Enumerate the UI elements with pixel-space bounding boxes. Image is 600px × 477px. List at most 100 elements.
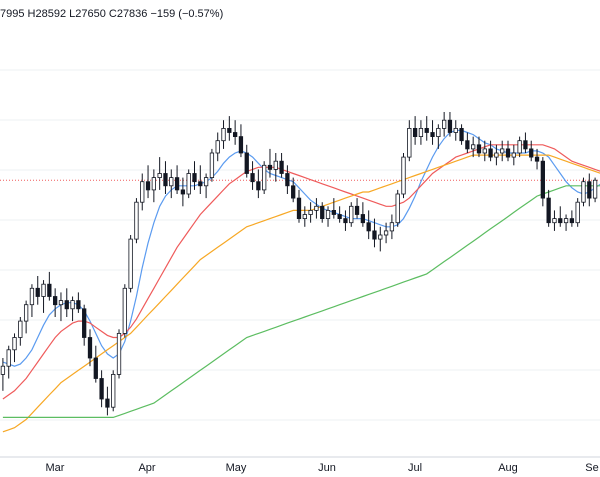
candle[interactable] [134,198,139,244]
candle[interactable] [122,284,127,338]
candle[interactable] [529,140,534,162]
candle[interactable] [343,210,348,231]
candle[interactable] [174,165,180,194]
candle[interactable] [203,173,209,199]
candle[interactable] [128,235,133,293]
candle[interactable] [87,329,93,367]
candle[interactable] [47,271,52,301]
candle[interactable] [314,198,319,219]
candle[interactable] [563,214,569,231]
candle[interactable] [459,124,464,145]
candle[interactable] [296,189,302,223]
candles[interactable] [0,112,598,416]
candle[interactable] [354,198,360,219]
candle[interactable] [6,345,11,379]
candle[interactable] [64,288,69,317]
candle[interactable] [262,161,267,194]
candle[interactable] [41,280,46,313]
candle[interactable] [372,218,377,248]
candle[interactable] [308,202,313,223]
candle[interactable] [401,153,406,199]
candle[interactable] [412,116,418,145]
candle[interactable] [35,276,40,305]
candle[interactable] [337,206,342,223]
candle[interactable] [250,161,255,190]
candle[interactable] [511,144,516,166]
candle[interactable] [99,370,104,408]
candle[interactable] [383,222,389,244]
candle[interactable] [349,202,354,227]
candle[interactable] [494,144,499,166]
candle[interactable] [436,124,441,149]
candle[interactable] [302,206,307,227]
candle[interactable] [209,148,215,182]
candle[interactable] [215,132,220,162]
candle[interactable] [140,173,145,211]
candle[interactable] [145,165,151,199]
candle[interactable] [482,140,487,162]
candle[interactable] [279,153,284,178]
candle[interactable] [58,292,64,322]
candle[interactable] [395,189,400,227]
candle[interactable] [82,304,87,346]
candle[interactable] [465,132,470,154]
candle[interactable] [180,177,186,207]
candle[interactable] [534,148,540,170]
candle[interactable] [29,284,35,317]
candle[interactable] [267,148,273,178]
candle[interactable] [378,226,383,252]
candle[interactable] [273,153,278,182]
candle[interactable] [76,292,81,313]
candle[interactable] [500,140,505,162]
candle[interactable] [238,124,244,158]
candle[interactable] [517,136,522,158]
candle[interactable] [0,358,6,391]
candle[interactable] [453,120,458,141]
candle[interactable] [558,206,563,227]
candle[interactable] [360,202,366,227]
candle[interactable] [442,112,447,137]
candle[interactable] [221,120,226,149]
candle[interactable] [23,300,29,334]
candle[interactable] [111,370,116,412]
candle[interactable] [546,189,551,227]
candle[interactable] [488,140,493,162]
candle[interactable] [325,206,331,227]
candle[interactable] [116,329,122,379]
candle[interactable] [18,317,23,346]
candle[interactable] [244,144,249,178]
candle[interactable] [70,296,75,322]
candle[interactable] [587,173,592,207]
candle[interactable] [12,333,17,363]
candle[interactable] [53,288,58,317]
candle[interactable] [256,169,261,199]
candle[interactable] [105,386,110,416]
candle[interactable] [389,214,395,240]
candle[interactable] [523,132,528,154]
candle[interactable] [581,177,586,207]
candle[interactable] [424,116,429,141]
candle[interactable] [569,210,575,227]
candle[interactable] [331,198,336,219]
candle[interactable] [505,140,511,162]
candle[interactable] [575,198,580,227]
candle[interactable] [540,157,545,207]
candle[interactable] [430,120,435,145]
candle[interactable] [192,161,197,190]
candle[interactable] [151,169,156,203]
candle[interactable] [592,177,598,203]
candle[interactable] [471,136,476,158]
candle[interactable] [198,165,203,194]
candle[interactable] [157,157,162,190]
candle[interactable] [407,120,412,162]
candle[interactable] [418,120,424,145]
candle[interactable] [476,136,482,158]
candle[interactable] [366,210,371,240]
candle[interactable] [285,165,290,194]
candle[interactable] [552,210,557,231]
candle[interactable] [169,169,174,199]
candle[interactable] [232,120,238,145]
candle[interactable] [447,112,453,137]
candle[interactable] [227,116,232,141]
